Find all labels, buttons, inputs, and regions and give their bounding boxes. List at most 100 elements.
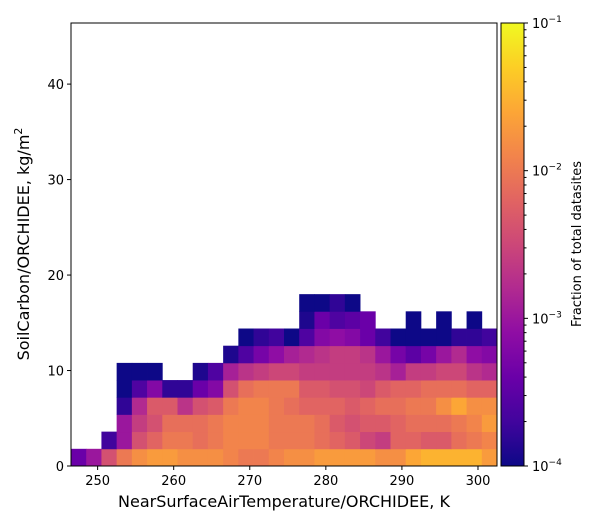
heatmap-cell (162, 414, 178, 433)
heatmap-cell (253, 345, 270, 364)
heatmap-cell (284, 397, 300, 415)
heatmap-cell (360, 448, 376, 466)
heatmap-cell (436, 414, 452, 433)
heatmap-cell (481, 362, 497, 381)
heatmap-cell (466, 397, 483, 415)
x-tick-label: 270 (237, 474, 262, 489)
heatmap-cell (375, 345, 391, 364)
heatmap-cell (481, 397, 497, 415)
x-tick-label: 300 (466, 474, 491, 489)
heatmap-cell (481, 448, 497, 466)
colorbar-frame (500, 22, 525, 467)
heatmap-cell (268, 431, 285, 450)
y-axis-label: SoilCarbon/ORCHIDEE, kg/m2 (12, 128, 33, 361)
x-tick-label: 250 (85, 474, 110, 489)
heatmap-cell (466, 380, 483, 398)
heatmap-cell (481, 328, 497, 347)
heatmap-cell (329, 328, 346, 347)
heatmap-cell (390, 431, 407, 450)
x-axis-ticks: 250 260 270 280 290 300 (85, 466, 490, 489)
heatmap-cell (299, 414, 315, 433)
heatmap-cell (344, 414, 361, 433)
heatmap-cell (177, 431, 194, 450)
heatmap-cell (344, 345, 361, 364)
heatmap-cell (238, 328, 254, 347)
x-tick-label: 290 (389, 474, 414, 489)
heatmap-cell (481, 431, 497, 450)
heatmap-cell (436, 362, 452, 381)
heatmap-cell (360, 311, 376, 329)
heatmap-cell (329, 345, 346, 364)
heatmap-cell (329, 380, 346, 398)
heatmap-cell (238, 397, 254, 415)
heatmap-cell (207, 380, 224, 398)
heatmap-cell (420, 380, 437, 398)
heatmap-cell (405, 380, 422, 398)
heatmap-cell (299, 345, 315, 364)
heatmap-cell (299, 294, 315, 312)
heatmap-cell (405, 397, 422, 415)
heatmap-cell (405, 345, 422, 364)
heatmap-cell (360, 397, 376, 415)
heatmap-cell (360, 345, 376, 364)
heatmap-cell (177, 414, 194, 433)
heatmap-cell (116, 397, 133, 415)
heatmap-cell (375, 448, 391, 466)
heatmap-cell (147, 414, 163, 433)
heatmap-cell (360, 362, 376, 381)
heatmap-cell (405, 448, 422, 466)
heatmap-cell (207, 362, 224, 381)
heatmap-cell (162, 380, 178, 398)
heatmap-cell (177, 397, 194, 415)
heatmap-cell (192, 397, 209, 415)
heatmap-cell (268, 345, 285, 364)
heatmap-cell (131, 431, 148, 450)
y-tick-label: 20 (47, 269, 64, 284)
colorbar-tick-label: 10−1 (532, 15, 562, 32)
heatmap-cell (238, 431, 254, 450)
heatmap-cell (131, 380, 148, 398)
heatmap-cell (329, 311, 346, 329)
heatmap-cell (268, 448, 285, 466)
heatmap-cell (131, 448, 148, 466)
heatmap-cell (375, 380, 391, 398)
heatmap-cell (192, 380, 209, 398)
y-axis-label-superscript: 2 (12, 128, 25, 135)
heatmap-cell (284, 380, 300, 398)
heatmap-cell (147, 448, 163, 466)
heatmap-cell (147, 431, 163, 450)
heatmap-cell (436, 431, 452, 450)
heatmap-cell (253, 448, 270, 466)
heatmap-cell (481, 345, 497, 364)
heatmap-cell (284, 328, 300, 347)
heatmap-cell (451, 397, 467, 415)
heatmap-cell (390, 448, 407, 466)
heatmap-cell (116, 362, 133, 381)
heatmap-cell (451, 362, 467, 381)
heatmap-cell (344, 380, 361, 398)
heatmap-cell (436, 345, 452, 364)
heatmap-cell (238, 362, 254, 381)
x-tick-label: 260 (161, 474, 186, 489)
colorbar-label: Fraction of total datasites (570, 161, 585, 327)
heatmap-cell (314, 311, 331, 329)
heatmap-cell (177, 380, 194, 398)
heatmap-cell (405, 362, 422, 381)
heatmap-cell (420, 397, 437, 415)
heatmap-cell (223, 380, 239, 398)
heatmap-cell (299, 448, 315, 466)
heatmap-cell (192, 362, 209, 381)
heatmap-cell (451, 345, 467, 364)
heatmap-cell (451, 380, 467, 398)
heatmap-cell (375, 397, 391, 415)
heatmap-cell (268, 380, 285, 398)
heatmap-cell (268, 362, 285, 381)
heatmap-cell (207, 414, 224, 433)
heatmap-cell (284, 414, 300, 433)
plot-frame (70, 22, 498, 467)
heatmap-cell (299, 431, 315, 450)
heatmap-cell (223, 345, 239, 364)
heatmap-cell (436, 380, 452, 398)
heatmap-cell (268, 414, 285, 433)
colorbar-tick-label: 10−4 (532, 458, 562, 475)
